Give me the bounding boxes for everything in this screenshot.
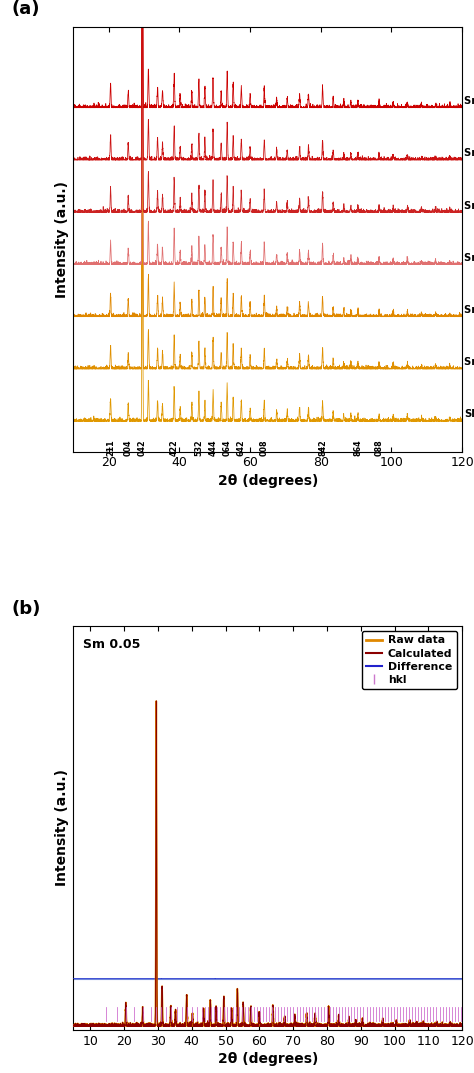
Difference	[459, 972, 465, 985]
Calculated	[71, 1018, 76, 1031]
Text: 532: 532	[194, 440, 203, 456]
Raw data	[71, 1018, 76, 1031]
Text: 088: 088	[374, 440, 383, 456]
Text: 211: 211	[106, 440, 115, 456]
Difference	[456, 972, 462, 985]
Calculated	[165, 1019, 171, 1032]
Raw data	[245, 1019, 251, 1032]
Raw data	[217, 1019, 223, 1032]
X-axis label: 2θ (degrees): 2θ (degrees)	[218, 473, 318, 487]
Text: 842: 842	[318, 440, 327, 456]
Text: 422: 422	[170, 440, 179, 456]
Difference	[158, 972, 164, 985]
Text: Sm 0.03: Sm 0.03	[464, 305, 474, 315]
Text: Sm 0.10: Sm 0.10	[464, 148, 474, 159]
Difference	[217, 972, 223, 985]
Legend: Raw data, Calculated, Difference, hkl: Raw data, Calculated, Difference, hkl	[362, 631, 457, 690]
Line: Raw data: Raw data	[73, 701, 462, 1026]
Raw data	[459, 1019, 465, 1032]
Text: 008: 008	[260, 440, 269, 456]
Calculated	[459, 1019, 465, 1032]
Calculated	[245, 1019, 251, 1032]
Text: (a): (a)	[11, 0, 40, 18]
Calculated	[163, 1019, 169, 1032]
Difference	[165, 972, 171, 985]
Text: 042: 042	[138, 440, 147, 456]
Text: (b): (b)	[11, 600, 41, 618]
Raw data	[456, 1019, 462, 1032]
Text: Sm 0.01: Sm 0.01	[464, 357, 474, 367]
Text: 864: 864	[354, 440, 363, 456]
Calculated	[217, 1019, 223, 1032]
Line: Calculated: Calculated	[73, 701, 462, 1026]
Raw data	[163, 1019, 169, 1032]
Text: SNMV: SNMV	[464, 410, 474, 420]
X-axis label: 2θ (degrees): 2θ (degrees)	[218, 1053, 318, 1067]
Text: 444: 444	[209, 440, 218, 456]
Calculated	[71, 1019, 76, 1032]
Raw data	[165, 1019, 171, 1032]
Raw data	[71, 1019, 76, 1032]
Y-axis label: Intensity (a.u.): Intensity (a.u.)	[55, 180, 69, 297]
Text: 642: 642	[237, 440, 246, 456]
Raw data	[154, 694, 159, 707]
Difference	[161, 972, 167, 985]
Text: Sm 0.12: Sm 0.12	[464, 95, 474, 106]
Text: Sm 0.05: Sm 0.05	[83, 637, 141, 650]
Raw data	[161, 1019, 167, 1032]
Difference	[71, 972, 76, 985]
Difference	[245, 972, 251, 985]
Difference	[201, 972, 206, 985]
Text: 064: 064	[223, 440, 232, 456]
Calculated	[154, 694, 159, 707]
Difference	[163, 972, 169, 985]
Calculated	[161, 1019, 167, 1032]
Y-axis label: Intensity (a.u.): Intensity (a.u.)	[55, 769, 69, 886]
Text: 004: 004	[124, 440, 133, 456]
Text: Sm 0.07: Sm 0.07	[464, 201, 474, 210]
Text: Sm 0.05: Sm 0.05	[464, 253, 474, 263]
Calculated	[456, 1019, 462, 1032]
